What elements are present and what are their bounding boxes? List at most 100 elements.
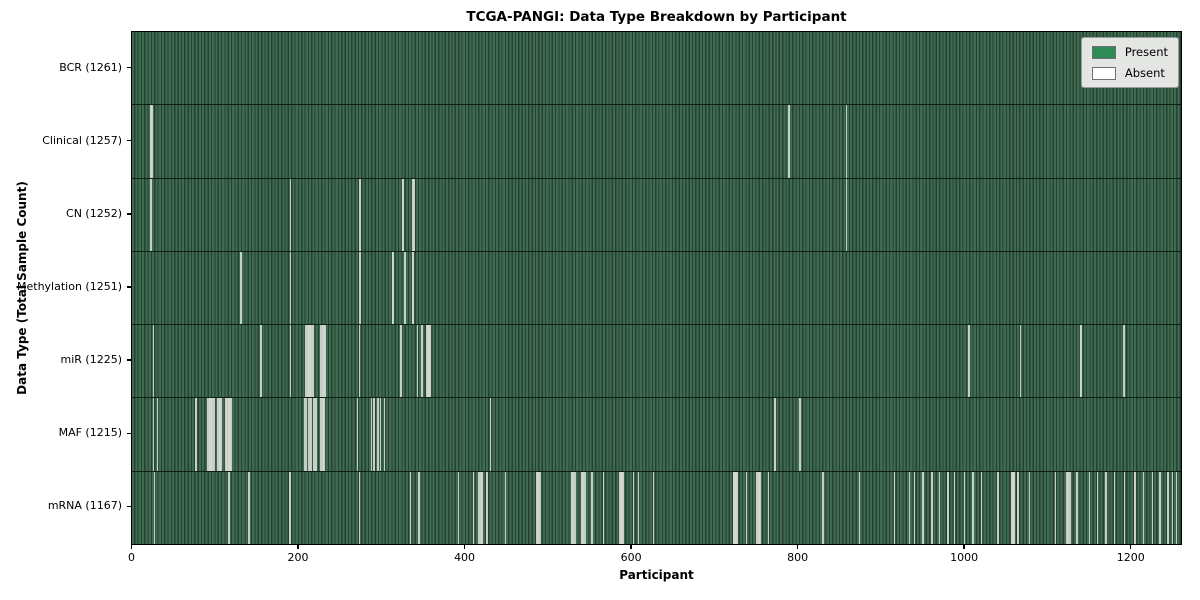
absent-mark: [538, 471, 541, 544]
absent-mark: [1166, 471, 1169, 544]
absent-mark: [584, 471, 586, 544]
absent-mark: [322, 325, 324, 398]
row-maf: [132, 398, 1181, 472]
absent-mark: [402, 178, 404, 251]
absent-mark: [428, 325, 430, 398]
absent-mark: [756, 471, 759, 544]
absent-mark: [211, 398, 214, 471]
absent-mark: [412, 251, 414, 325]
absent-mark: [156, 398, 159, 471]
absent-mark: [963, 471, 966, 544]
x-tick-mark: [297, 545, 299, 549]
absent-mark: [208, 398, 210, 471]
x-tick-mark: [130, 545, 133, 549]
absent-mark: [1011, 471, 1013, 544]
absent-mark: [290, 251, 292, 325]
absent-mark: [481, 471, 483, 544]
legend: Present Absent: [1080, 37, 1179, 88]
absent-mark: [320, 398, 322, 471]
absent-mark: [226, 398, 229, 471]
absent-mark: [150, 178, 152, 251]
absent-mark: [427, 325, 429, 398]
absent-mark: [240, 251, 242, 325]
y-tick-label: CN (1252): [66, 206, 122, 220]
legend-item-absent: Absent: [1091, 66, 1168, 80]
absent-mark: [373, 398, 375, 471]
absent-mark: [1054, 471, 1056, 544]
absent-mark: [572, 471, 574, 544]
absent-mark: [377, 398, 379, 471]
absent-mark: [312, 325, 314, 398]
absent-mark: [1096, 471, 1099, 544]
y-tick-label: mRNA (1167): [47, 499, 122, 513]
absent-mark: [758, 471, 760, 544]
absent-mark: [583, 471, 586, 544]
y-tick-mark: [127, 286, 131, 288]
row-methylation: [132, 251, 1181, 326]
absent-mark: [310, 325, 313, 398]
absent-mark: [321, 398, 324, 471]
y-tick-mark: [127, 432, 131, 434]
absent-mark: [314, 398, 316, 471]
absent-mark: [1012, 471, 1014, 544]
chart-title: TCGA-PANGI: Data Type Breakdown by Parti…: [466, 9, 847, 25]
absent-mark: [321, 325, 324, 398]
absent-mark: [486, 471, 488, 544]
absent-mark: [359, 251, 361, 325]
absent-mark: [315, 398, 318, 471]
absent-mark: [478, 471, 481, 544]
absent-mark: [489, 398, 492, 471]
absent-mark: [392, 251, 394, 325]
absent-mark: [637, 471, 640, 544]
absent-mark: [1028, 471, 1031, 544]
absent-mark: [426, 325, 428, 398]
absent-mark: [1066, 471, 1068, 544]
y-tick-label: BCR (1261): [59, 60, 122, 74]
legend-label-absent: Absent: [1124, 66, 1165, 80]
absent-mark: [400, 325, 403, 398]
absent-mark: [736, 471, 739, 544]
absent-mark: [913, 471, 916, 544]
absent-mark: [195, 398, 197, 471]
absent-mark: [312, 398, 314, 471]
absent-mark: [210, 398, 212, 471]
absent-mark: [1076, 471, 1078, 544]
absent-mark: [359, 325, 361, 398]
absent-mark: [632, 471, 635, 544]
absent-mark: [1123, 471, 1125, 544]
x-tick-mark: [796, 545, 799, 549]
absent-mark: [755, 471, 758, 544]
absent-mark: [572, 471, 575, 544]
y-tick-label: Clinical (1257): [42, 133, 122, 147]
absent-mark: [1067, 471, 1070, 544]
absent-mark: [1013, 471, 1016, 544]
absent-mark: [745, 471, 748, 544]
absent-mark: [479, 471, 482, 544]
absent-mark: [323, 325, 325, 398]
absent-mark: [582, 471, 584, 544]
absent-mark: [260, 325, 262, 398]
absent-mark: [429, 325, 432, 398]
y-tick-label: MAF (1215): [58, 426, 122, 440]
absent-mark: [894, 471, 896, 544]
absent-mark: [411, 251, 413, 325]
x-tick-label: 1200: [1116, 551, 1145, 564]
absent-mark: [230, 398, 232, 471]
absent-mark: [218, 398, 220, 471]
absent-mark: [537, 471, 540, 544]
absent-mark: [228, 471, 230, 544]
absent-mark: [581, 471, 583, 544]
absent-mark: [480, 471, 482, 544]
absent-mark: [304, 398, 306, 471]
absent-mark: [1017, 471, 1019, 544]
x-tick-label: 400: [454, 551, 476, 564]
absent-mark: [735, 471, 737, 544]
x-axis-label: Participant: [619, 568, 694, 582]
plot-area: [131, 31, 1182, 545]
absent-mark: [307, 398, 309, 471]
absent-mark: [305, 398, 308, 471]
absent-mark: [732, 471, 734, 544]
absent-mark: [1113, 471, 1115, 544]
absent-mark: [1142, 471, 1145, 544]
absent-mark: [759, 471, 761, 544]
